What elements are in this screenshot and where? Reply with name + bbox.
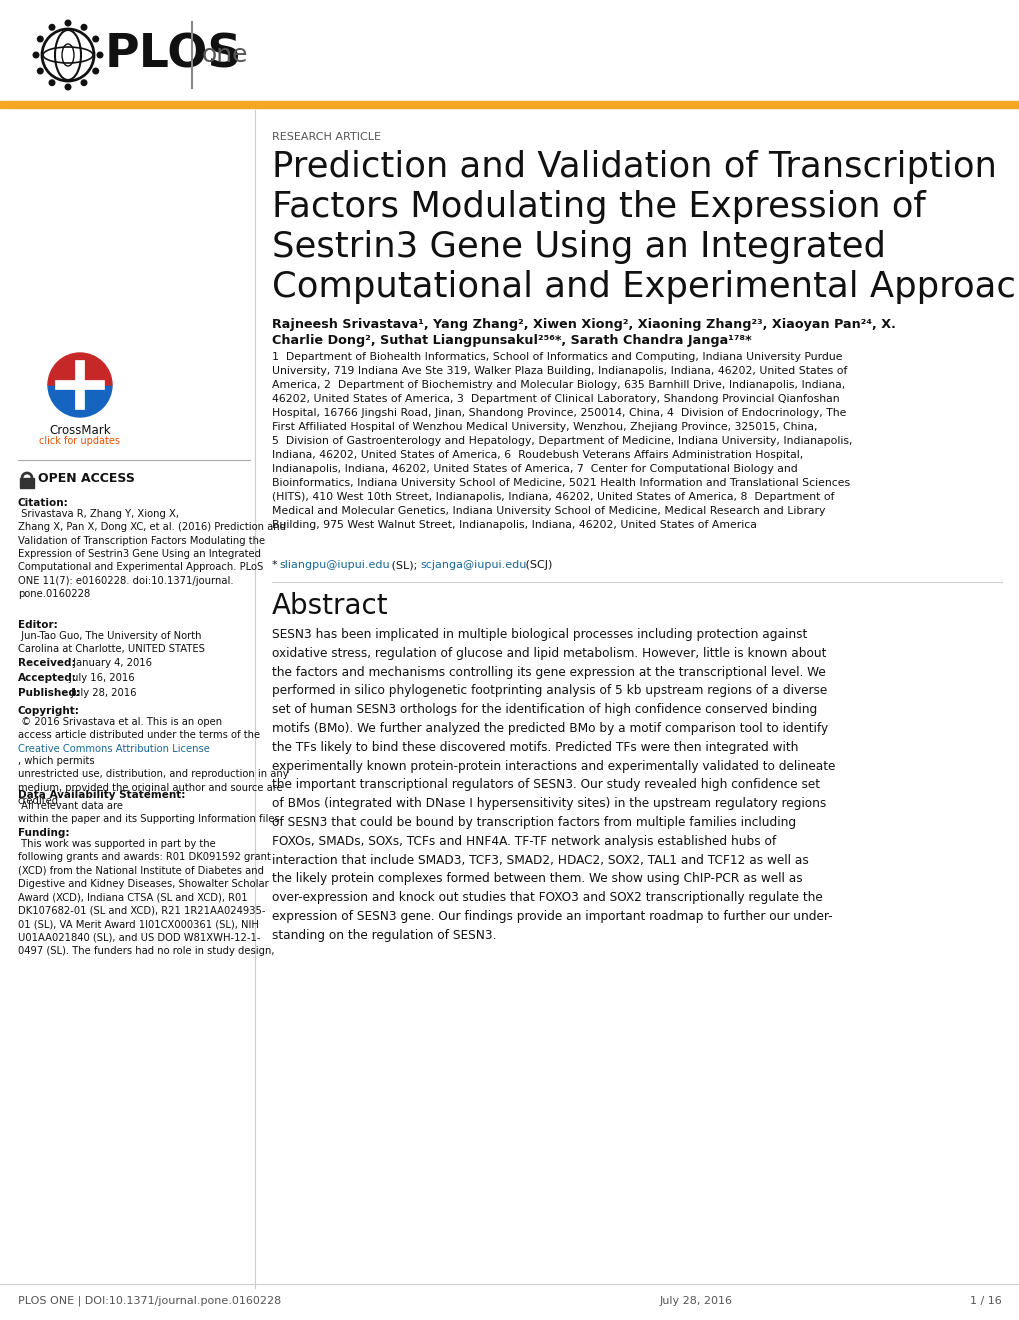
- Circle shape: [97, 53, 103, 58]
- Text: Creative Commons Attribution License: Creative Commons Attribution License: [18, 744, 210, 754]
- Text: July 28, 2016: July 28, 2016: [659, 1296, 733, 1305]
- Text: July 28, 2016: July 28, 2016: [68, 688, 137, 698]
- Circle shape: [82, 81, 87, 86]
- Text: Received:: Received:: [18, 657, 75, 668]
- Text: RESEARCH ARTICLE: RESEARCH ARTICLE: [272, 132, 381, 143]
- Text: Sestrin3 Gene Using an Integrated: Sestrin3 Gene Using an Integrated: [272, 230, 886, 264]
- Circle shape: [93, 69, 99, 74]
- Text: PLOS ONE | DOI:10.1371/journal.pone.0160228: PLOS ONE | DOI:10.1371/journal.pone.0160…: [18, 1296, 281, 1307]
- Text: Computational and Experimental Approach: Computational and Experimental Approach: [272, 271, 1019, 304]
- Wedge shape: [48, 352, 112, 385]
- Text: Jun-Tao Guo, The University of North
Carolina at Charlotte, UNITED STATES: Jun-Tao Guo, The University of North Car…: [18, 631, 205, 655]
- Text: Srivastava R, Zhang Y, Xiong X,
Zhang X, Pan X, Dong XC, et al. (2016) Predictio: Srivastava R, Zhang Y, Xiong X, Zhang X,…: [18, 510, 285, 599]
- Circle shape: [65, 20, 70, 26]
- Circle shape: [82, 25, 87, 30]
- Text: (SL);: (SL);: [387, 560, 421, 570]
- Text: All relevant data are
within the paper and its Supporting Information files.: All relevant data are within the paper a…: [18, 801, 282, 825]
- Text: Rajneesh Srivastava¹, Yang Zhang², Xiwen Xiong², Xiaoning Zhang²³, Xiaoyan Pan²⁴: Rajneesh Srivastava¹, Yang Zhang², Xiwen…: [272, 318, 895, 331]
- Bar: [20, 478, 34, 488]
- Text: January 4, 2016: January 4, 2016: [70, 657, 152, 668]
- Text: Citation:: Citation:: [18, 498, 68, 508]
- Circle shape: [65, 84, 70, 90]
- Text: Abstract: Abstract: [272, 591, 388, 620]
- Text: Copyright:: Copyright:: [18, 706, 79, 715]
- Circle shape: [49, 81, 55, 86]
- Text: July 16, 2016: July 16, 2016: [66, 673, 135, 682]
- Text: Charlie Dong², Suthat Liangpunsakul²⁵⁶*, Sarath Chandra Janga¹⁷⁸*: Charlie Dong², Suthat Liangpunsakul²⁵⁶*,…: [272, 334, 751, 347]
- Text: 1 / 16: 1 / 16: [969, 1296, 1001, 1305]
- Wedge shape: [48, 385, 112, 417]
- Text: sliangpu@iupui.edu: sliangpu@iupui.edu: [279, 560, 389, 570]
- Text: OPEN ACCESS: OPEN ACCESS: [38, 473, 135, 484]
- Text: Published:: Published:: [18, 688, 79, 698]
- Text: Prediction and Validation of Transcription: Prediction and Validation of Transcripti…: [272, 150, 996, 183]
- Text: click for updates: click for updates: [40, 436, 120, 446]
- Text: (SCJ): (SCJ): [522, 560, 552, 570]
- Text: Factors Modulating the Expression of: Factors Modulating the Expression of: [272, 190, 925, 224]
- Circle shape: [49, 25, 55, 30]
- Text: Data Availability Statement:: Data Availability Statement:: [18, 789, 185, 800]
- Text: 1  Department of Biohealth Informatics, School of Informatics and Computing, Ind: 1 Department of Biohealth Informatics, S…: [272, 352, 852, 531]
- Text: one: one: [202, 44, 249, 67]
- Circle shape: [34, 53, 39, 58]
- Text: , which permits
unrestricted use, distribution, and reproduction in any
medium, : , which permits unrestricted use, distri…: [18, 756, 288, 807]
- Text: This work was supported in part by the
following grants and awards: R01 DK091592: This work was supported in part by the f…: [18, 840, 274, 956]
- Text: © 2016 Srivastava et al. This is an open
access article distributed under the te: © 2016 Srivastava et al. This is an open…: [18, 717, 260, 754]
- Text: scjanga@iupui.edu: scjanga@iupui.edu: [420, 560, 526, 570]
- Text: Editor:: Editor:: [18, 620, 58, 630]
- Circle shape: [38, 36, 43, 42]
- Circle shape: [38, 69, 43, 74]
- Text: CrossMark: CrossMark: [49, 424, 111, 437]
- Text: *: *: [272, 560, 281, 570]
- Bar: [0, 102, 1019, 108]
- Text: SESN3 has been implicated in multiple biological processes including protection : SESN3 has been implicated in multiple bi…: [272, 628, 835, 941]
- Circle shape: [93, 36, 99, 42]
- Text: PLOS: PLOS: [105, 33, 243, 78]
- Text: Accepted:: Accepted:: [18, 673, 76, 682]
- Text: Funding:: Funding:: [18, 828, 69, 838]
